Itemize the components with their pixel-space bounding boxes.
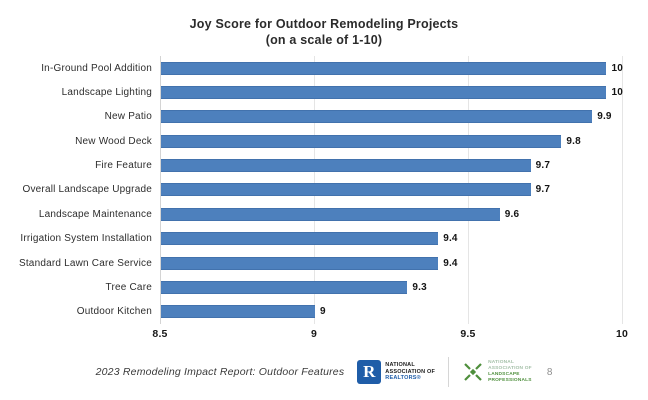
nar-logo-text: NATIONAL ASSOCIATION OF REALTORS® bbox=[385, 362, 435, 383]
bar-track: 9.7 bbox=[161, 159, 623, 173]
nalp-logo-text: NATIONAL ASSOCIATION OF LANDSCAPE PROFES… bbox=[488, 360, 532, 384]
chart-row: Landscape Lighting 10 bbox=[0, 80, 648, 104]
chart-row: In-Ground Pool Addition 10 bbox=[0, 56, 648, 80]
category-label: Irrigation System Installation bbox=[20, 233, 152, 245]
value-label: 9.6 bbox=[504, 208, 520, 220]
bar bbox=[161, 61, 607, 75]
nalp-logo: NATIONAL ASSOCIATION OF LANDSCAPE PROFES… bbox=[462, 360, 532, 384]
nalp-text-line2: ASSOCIATION OF bbox=[488, 366, 532, 372]
category-label: Overall Landscape Upgrade bbox=[22, 184, 152, 196]
logo-divider bbox=[448, 357, 450, 387]
category-label: Landscape Lighting bbox=[61, 87, 152, 99]
bar-chart-plot: In-Ground Pool Addition 10 Landscape Light… bbox=[0, 56, 648, 324]
value-label: 10 bbox=[611, 87, 623, 99]
category-label: New Patio bbox=[104, 111, 152, 123]
value-label: 9.4 bbox=[443, 233, 458, 245]
x-tick-label: 8.5 bbox=[152, 328, 168, 340]
bar-track: 9.3 bbox=[161, 280, 623, 294]
page-number: 8 bbox=[546, 366, 553, 378]
chart-title: Joy Score for Outdoor Remodeling Project… bbox=[0, 16, 648, 49]
bar bbox=[161, 305, 315, 319]
bar bbox=[161, 256, 439, 270]
value-label: 9.4 bbox=[443, 257, 458, 269]
x-tick-label: 10 bbox=[615, 328, 629, 340]
bar bbox=[161, 159, 531, 173]
nalp-text-line3: LANDSCAPE bbox=[488, 372, 520, 377]
gridline bbox=[622, 56, 623, 324]
category-label: New Wood Deck bbox=[75, 135, 152, 147]
chart-row: Landscape Maintenance 9.6 bbox=[0, 202, 648, 226]
x-tick-label: 9 bbox=[310, 328, 318, 340]
nar-logo: R NATIONAL ASSOCIATION OF REALTORS® bbox=[357, 360, 435, 384]
bar-track: 9.7 bbox=[161, 183, 623, 197]
nar-text-line3: REALTORS® bbox=[385, 375, 421, 382]
category-label: Landscape Maintenance bbox=[38, 208, 152, 220]
chart-title-line1: Joy Score for Outdoor Remodeling Project… bbox=[189, 17, 459, 31]
bar bbox=[161, 183, 531, 197]
bar bbox=[161, 86, 607, 100]
bar-track: 9.4 bbox=[161, 256, 623, 270]
nar-text-line2: ASSOCIATION OF bbox=[385, 368, 436, 375]
chart-row: Fire Feature 9.7 bbox=[0, 153, 648, 177]
source-citation: 2023 Remodeling Impact Report: Outdoor F… bbox=[95, 366, 345, 378]
x-axis: 8.5 9 9.5 10 bbox=[152, 328, 627, 343]
bar bbox=[161, 280, 408, 294]
nar-r-icon: R bbox=[357, 360, 382, 384]
bar-track: 9.9 bbox=[161, 110, 623, 124]
chart-row: New Wood Deck 9.8 bbox=[0, 129, 648, 153]
bar-track: 9.6 bbox=[161, 207, 623, 221]
bar-track: 10 bbox=[161, 61, 623, 75]
chart-row: New Patio 9.9 bbox=[0, 105, 648, 129]
bar-track: 9.4 bbox=[161, 232, 623, 246]
category-label: Standard Lawn Care Service bbox=[18, 257, 152, 269]
value-label: 9.7 bbox=[535, 160, 551, 172]
chart-row: Tree Care 9.3 bbox=[0, 275, 648, 299]
chart-row: Outdoor Kitchen 9 bbox=[0, 300, 648, 324]
category-label: In-Ground Pool Addition bbox=[41, 62, 152, 74]
nar-text-line1: NATIONAL bbox=[385, 361, 415, 368]
x-tick-label: 9.5 bbox=[460, 328, 476, 340]
y-axis-line bbox=[160, 56, 161, 324]
value-label: 9.7 bbox=[535, 184, 551, 196]
bar bbox=[161, 232, 439, 246]
nalp-text-line4: PROFESSIONALS bbox=[488, 377, 532, 383]
nalp-text-line1: NATIONAL bbox=[488, 360, 515, 366]
bar-track: 9 bbox=[161, 305, 623, 319]
category-label: Outdoor Kitchen bbox=[76, 306, 152, 318]
category-label: Tree Care bbox=[105, 281, 152, 293]
bar bbox=[161, 207, 500, 221]
value-label: 9.9 bbox=[597, 111, 612, 123]
bar-track: 10 bbox=[161, 86, 623, 100]
value-label: 9.3 bbox=[412, 281, 427, 293]
value-label: 10 bbox=[611, 62, 623, 74]
chart-row: Irrigation System Installation 9.4 bbox=[0, 227, 648, 251]
nalp-x-icon bbox=[464, 363, 482, 381]
chart-title-line2: (on a scale of 1-10) bbox=[265, 33, 383, 48]
chart-row: Overall Landscape Upgrade 9.7 bbox=[0, 178, 648, 202]
bar bbox=[161, 134, 562, 148]
chart-row: Standard Lawn Care Service 9.4 bbox=[0, 251, 648, 275]
value-label: 9 bbox=[319, 306, 326, 318]
category-label: Fire Feature bbox=[95, 160, 152, 172]
bar bbox=[161, 110, 593, 124]
bar-track: 9.8 bbox=[161, 134, 623, 148]
chart-rows: In-Ground Pool Addition 10 Landscape Light… bbox=[0, 56, 648, 324]
value-label: 9.8 bbox=[566, 135, 581, 147]
footer: 2023 Remodeling Impact Report: Outdoor F… bbox=[0, 352, 648, 392]
